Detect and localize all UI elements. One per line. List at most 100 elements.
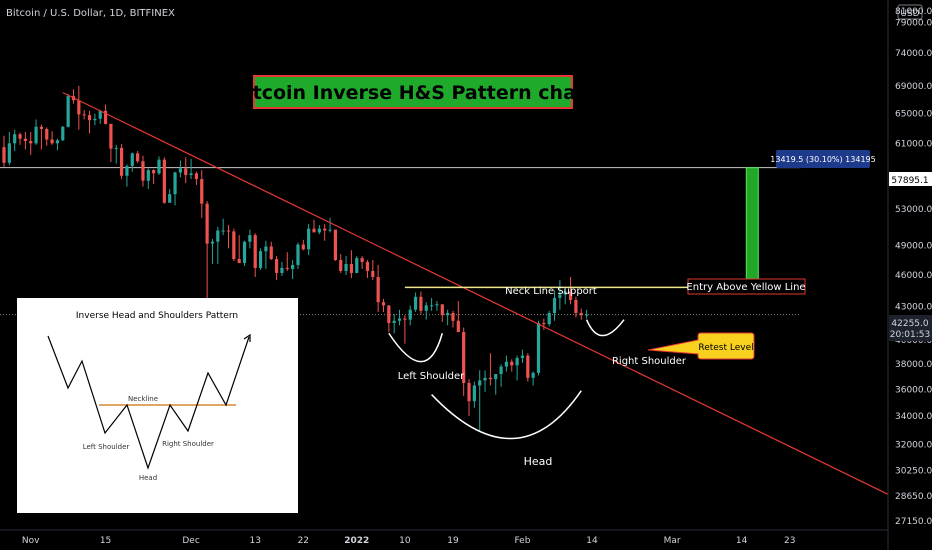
y-tick-label: 27150.0 — [895, 517, 932, 527]
candle — [515, 358, 519, 366]
candle — [403, 318, 407, 320]
candle — [253, 235, 257, 268]
candle — [499, 366, 503, 375]
left-shoulder-arc — [388, 332, 444, 363]
candle — [291, 264, 295, 269]
candle — [55, 140, 60, 144]
candle — [574, 299, 578, 314]
last-price-box — [889, 315, 932, 341]
candle — [178, 168, 182, 173]
candle — [296, 244, 300, 265]
right-shoulder-arc — [585, 319, 625, 337]
candle — [317, 228, 321, 233]
entry-label-box — [687, 278, 806, 295]
left-shoulder-label: Left Shoulder — [398, 371, 465, 382]
candle — [483, 377, 487, 381]
candle — [136, 153, 140, 162]
candle — [328, 229, 332, 231]
candle — [200, 179, 204, 204]
candle — [579, 313, 583, 316]
y-tick-label: 49000.0 — [895, 242, 932, 252]
x-tick-label: 14 — [586, 536, 598, 546]
y-tick-label: 40000.0 — [895, 336, 932, 346]
candle — [205, 203, 209, 244]
inset-left-shoulder-label: Left Shoulder — [83, 443, 130, 451]
candle — [520, 355, 525, 359]
y-tick-label: 32000.0 — [895, 440, 932, 450]
candle — [301, 244, 305, 250]
candle — [323, 228, 327, 231]
candle — [360, 258, 364, 262]
resistance-price-box — [889, 172, 932, 186]
y-tick-label: 36000.0 — [895, 385, 932, 395]
candle — [365, 261, 370, 271]
time-axis[interactable]: Nov 15 Dec 13 22 2022 10 19 Feb 14 Mar 14 23 — [22, 536, 796, 546]
candle — [568, 291, 573, 300]
candle — [82, 114, 86, 116]
head-arc — [431, 390, 582, 440]
candle — [2, 147, 6, 163]
symbol-line: Bitcoin / U.S. Dollar, 1D, BITFINEX — [6, 8, 175, 19]
neckline-label: Neck Line Support — [505, 286, 597, 297]
candle — [61, 126, 65, 141]
measure-label-box — [776, 150, 870, 168]
candle — [221, 230, 225, 232]
last-price-label: 42255.0 — [891, 319, 928, 329]
candle — [45, 128, 49, 140]
price-axis[interactable]: 81000.0 79000.0 74000.0 69000.0 65000.0 61000… — [895, 7, 932, 527]
candle — [552, 297, 557, 314]
candle — [451, 313, 455, 321]
candle — [494, 374, 498, 380]
candle — [232, 231, 236, 260]
candle — [168, 194, 172, 203]
countdown-label: 20:01:53 — [890, 330, 930, 340]
candle — [504, 361, 509, 367]
candle — [430, 305, 434, 307]
y-tick-label: 79000.0 — [895, 19, 932, 29]
candle — [419, 296, 423, 311]
candle — [18, 134, 22, 139]
right-shoulder-label: Right Shoulder — [612, 356, 687, 367]
trendline — [62, 92, 889, 495]
inset-pattern-line — [47, 335, 250, 470]
retest-label: Retest Level — [698, 343, 753, 353]
x-tick-label: 22 — [298, 536, 309, 546]
candle — [558, 294, 562, 298]
x-tick-label: 23 — [784, 536, 795, 546]
y-tick-label: 38000.0 — [895, 360, 932, 370]
candle — [162, 159, 166, 203]
chart-title: Bitcoin Inverse H&S Pattern chart — [232, 82, 595, 104]
candle — [408, 309, 412, 320]
candle — [349, 263, 354, 273]
candle — [189, 173, 193, 175]
title-box — [253, 75, 573, 109]
candle — [184, 168, 188, 175]
candle — [152, 170, 156, 174]
x-tick-label: Feb — [514, 536, 530, 546]
candle — [510, 361, 514, 366]
candle — [312, 228, 316, 233]
candle — [280, 267, 284, 273]
candle — [488, 377, 492, 380]
candle — [387, 305, 391, 324]
candle — [274, 259, 279, 273]
candle — [526, 355, 530, 378]
candle — [264, 246, 268, 252]
candle — [467, 382, 471, 402]
candle — [435, 304, 439, 306]
currency-badge-box[interactable] — [897, 4, 923, 20]
x-tick-label: 14 — [736, 536, 748, 546]
candle — [542, 323, 546, 325]
x-tick-label: Mar — [664, 536, 681, 546]
y-tick-label: 30250.0 — [895, 467, 932, 477]
y-tick-label: 43000.0 — [895, 302, 932, 312]
candle — [237, 259, 241, 263]
x-tick-label: Dec — [182, 536, 199, 546]
candle — [93, 118, 97, 121]
candle — [339, 260, 343, 271]
candle — [109, 123, 113, 149]
candle — [141, 161, 145, 181]
inset-neckline-label: Neckline — [128, 395, 158, 403]
candle — [376, 277, 380, 303]
